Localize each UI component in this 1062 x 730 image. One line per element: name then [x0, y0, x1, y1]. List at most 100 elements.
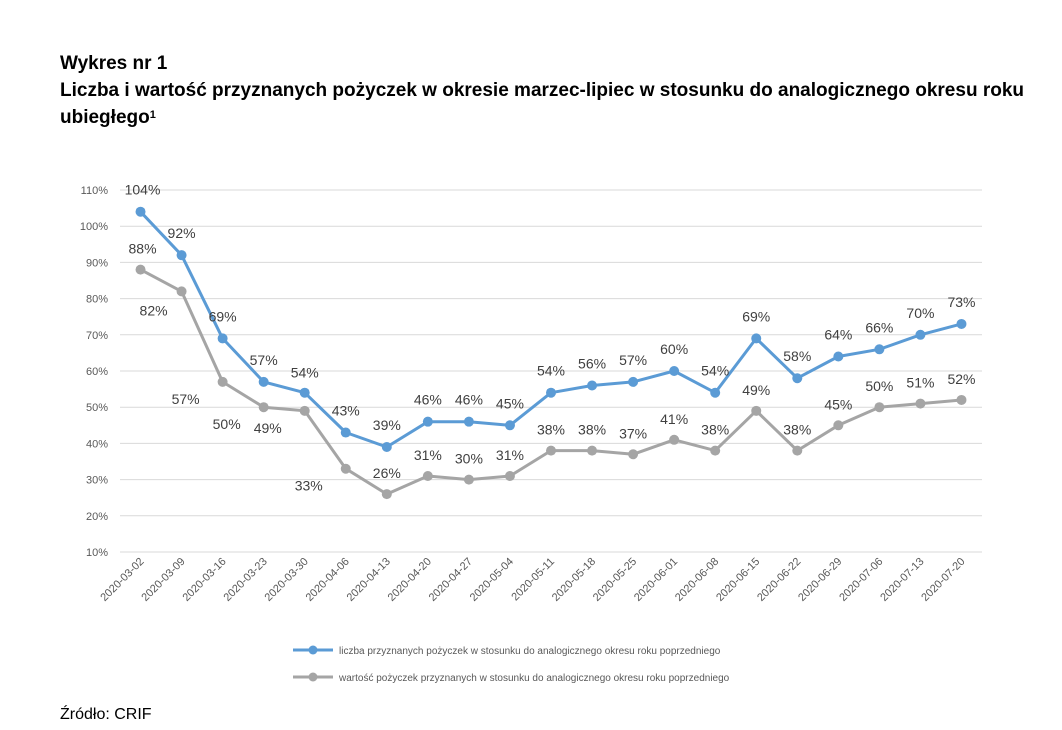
y-tick-label: 10%: [86, 547, 108, 559]
data-point: [422, 416, 433, 427]
data-point: [217, 333, 228, 344]
data-label: 31%: [496, 447, 524, 463]
data-label: 56%: [578, 355, 606, 371]
data-label: 92%: [168, 225, 196, 241]
data-point: [669, 366, 680, 376]
chart-number: Wykres nr 1: [60, 53, 168, 74]
data-point: [340, 427, 351, 438]
data-label: 69%: [742, 308, 770, 324]
y-tick-label: 110%: [81, 185, 109, 197]
data-label: 54%: [291, 365, 319, 381]
data-label: 57%: [250, 352, 278, 368]
data-point: [422, 470, 433, 481]
data-label: 38%: [578, 422, 606, 438]
source-note: Źródło: CRIF: [60, 706, 152, 723]
data-label: 52%: [947, 371, 975, 387]
data-point: [833, 420, 844, 431]
data-label: 66%: [865, 319, 893, 335]
data-point: [874, 344, 885, 355]
data-point: [135, 206, 146, 217]
data-point: [299, 405, 310, 416]
data-point: [587, 445, 598, 456]
data-label: 31%: [414, 447, 442, 463]
y-tick-label: 100%: [80, 221, 108, 233]
data-point: [299, 387, 310, 398]
y-tick-label: 40%: [86, 438, 108, 450]
data-point: [463, 416, 474, 427]
data-label: 57%: [619, 352, 647, 368]
data-point: [751, 405, 762, 416]
data-label: 50%: [865, 378, 893, 394]
y-tick-label: 70%: [86, 330, 108, 342]
data-label: 50%: [213, 416, 241, 432]
data-point: [217, 376, 228, 387]
data-point: [956, 394, 967, 405]
data-point: [710, 445, 721, 456]
data-label: 46%: [414, 392, 442, 408]
data-label: 49%: [254, 420, 282, 436]
data-label: 88%: [129, 241, 157, 257]
y-tick-label: 80%: [86, 294, 108, 306]
data-point: [792, 445, 803, 456]
data-point: [340, 463, 351, 474]
data-point: [628, 449, 639, 460]
data-label: 58%: [783, 348, 811, 364]
chart-title-text: Liczba i wartość przyznanych pożyczek w …: [60, 80, 1024, 128]
data-point: [504, 420, 515, 431]
data-point: [258, 376, 269, 387]
data-point: [258, 402, 269, 413]
legend-swatch-marker: [308, 672, 318, 682]
data-label: 45%: [824, 396, 852, 412]
data-label: 54%: [537, 363, 565, 379]
x-tick-label: 2020-07-20: [919, 556, 967, 604]
data-label: 54%: [701, 363, 729, 379]
data-point: [833, 351, 844, 362]
data-point: [874, 402, 885, 413]
data-point: [751, 333, 762, 344]
y-tick-label: 90%: [86, 257, 108, 269]
x-tick-label: 2020-05-04: [468, 556, 516, 604]
data-point: [463, 474, 474, 485]
data-point: [546, 387, 556, 398]
data-label: 73%: [947, 294, 975, 310]
data-point: [381, 489, 392, 500]
data-label: 45%: [496, 395, 524, 411]
data-label: 41%: [660, 411, 688, 427]
data-point: [546, 445, 556, 456]
y-tick-label: 20%: [86, 511, 108, 523]
data-point: [504, 470, 515, 481]
data-point: [381, 442, 392, 453]
data-label: 51%: [906, 375, 934, 391]
data-label: 69%: [209, 308, 237, 324]
data-point: [915, 398, 926, 409]
y-tick-label: 50%: [86, 402, 108, 414]
data-point: [587, 380, 598, 391]
data-point: [710, 387, 721, 398]
data-label: 30%: [455, 451, 483, 467]
data-label: 38%: [701, 422, 729, 438]
data-label: 39%: [373, 417, 401, 433]
data-point: [135, 264, 146, 275]
data-label: 37%: [619, 425, 647, 441]
data-label: 104%: [125, 182, 161, 198]
data-point: [956, 318, 967, 329]
data-label: 57%: [172, 391, 200, 407]
data-label: 49%: [742, 382, 770, 398]
data-label: 38%: [537, 422, 565, 438]
chart-heading: Wykres nr 1 Liczba i wartość przyznanych…: [60, 50, 1040, 131]
chart-title: Liczba i wartość przyznanych pożyczek w …: [60, 77, 1040, 131]
legend-entry: wartość pożyczek przyznanych w stosunku …: [338, 673, 730, 684]
data-label: 38%: [783, 422, 811, 438]
legend-swatch-marker: [308, 645, 318, 655]
data-point: [669, 434, 680, 445]
data-point: [176, 250, 187, 261]
legend-entry: liczba przyznanych pożyczek w stosunku d…: [339, 646, 721, 657]
data-label: 26%: [373, 465, 401, 481]
data-label: 64%: [824, 327, 852, 343]
data-label: 46%: [455, 392, 483, 408]
data-label: 82%: [140, 302, 168, 318]
data-point: [915, 329, 926, 340]
y-tick-label: 60%: [86, 366, 108, 378]
data-label: 43%: [332, 403, 360, 419]
footnote-mark: 1: [149, 109, 156, 121]
